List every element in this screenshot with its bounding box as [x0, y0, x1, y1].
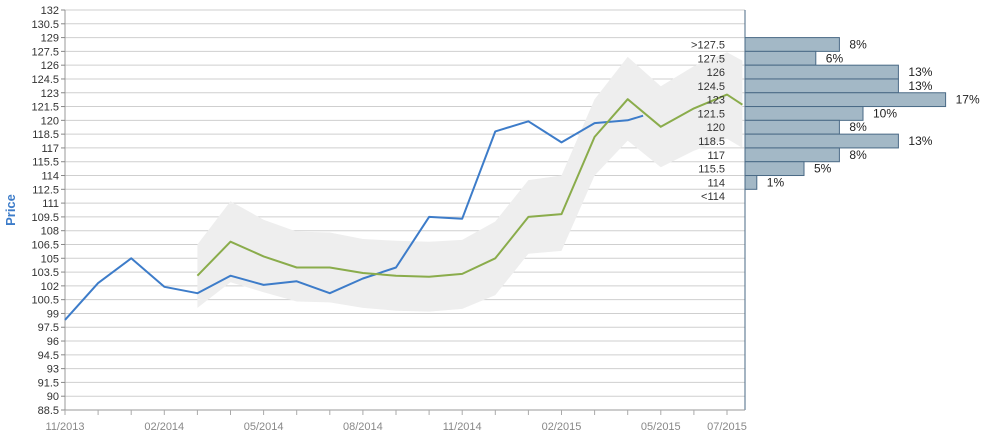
- y-tick-label: 108: [41, 226, 59, 238]
- y-tick-label: 90: [47, 391, 59, 403]
- y-tick-label: 106.5: [31, 239, 59, 251]
- x-tick-label: 11/2014: [443, 421, 482, 433]
- x-tick-label: 08/2014: [343, 421, 383, 433]
- distribution-bar: [745, 38, 839, 52]
- distribution-bin-label: 127.5: [697, 53, 725, 65]
- y-tick-label: 112.5: [32, 184, 59, 196]
- distribution-bin-label: 121.5: [697, 108, 725, 120]
- y-tick-label: 114: [41, 171, 59, 183]
- y-tick-label: 100.5: [31, 295, 59, 307]
- distribution-bin-label: 118.5: [698, 136, 725, 148]
- distribution-percent-label: 13%: [908, 134, 932, 148]
- x-tick-label: 05/2014: [244, 421, 284, 433]
- y-tick-label: 111: [42, 198, 59, 210]
- distribution-percent-label: 6%: [826, 51, 844, 65]
- y-tick-label: 94.5: [38, 350, 59, 362]
- gridlines: [65, 10, 745, 410]
- y-tick-label: 117: [41, 143, 59, 155]
- x-tick-label: 02/2014: [144, 421, 184, 433]
- distribution-bin-label: 120: [707, 122, 725, 134]
- y-tick-label: 93: [47, 364, 59, 376]
- distribution-percent-label: 10%: [873, 106, 897, 120]
- distribution-bar: [745, 176, 757, 190]
- distribution-bar: [745, 107, 863, 121]
- y-tick-label: 124.5: [31, 74, 59, 86]
- distribution-percent-label: 8%: [849, 120, 867, 134]
- y-tick-label: 126: [41, 60, 59, 72]
- y-axis-label: Price: [3, 194, 18, 226]
- y-tick-label: 102: [41, 281, 59, 293]
- y-tick-label: 115.5: [32, 157, 59, 169]
- y-tick-label: 99: [47, 308, 59, 320]
- distribution-percent-label: 1%: [767, 175, 785, 189]
- y-tick-label: 132: [41, 5, 59, 17]
- distribution-bin-label: 117: [707, 150, 725, 162]
- y-tick-label: 88.5: [38, 405, 59, 417]
- y-tick-label: 109.5: [31, 212, 59, 224]
- distribution-bar: [745, 162, 804, 176]
- y-tick-label: 97.5: [38, 322, 59, 334]
- x-axis-ticks: 11/2013 02/2014 05/2014 08/2014 11/2014 02/20…: [46, 410, 747, 433]
- distribution-bar: [745, 51, 816, 65]
- distribution-bar: [745, 93, 946, 107]
- x-tick-label: 11/2013: [46, 421, 85, 433]
- forecast-band: [197, 52, 742, 311]
- distribution-percent-label: 8%: [849, 148, 867, 162]
- distribution-percent-label: 17%: [956, 93, 980, 107]
- distribution-bin-label: 123: [707, 95, 725, 107]
- y-tick-label: 96: [47, 336, 59, 348]
- distribution-bar: [745, 65, 898, 79]
- distribution-percent-label: 13%: [908, 79, 932, 93]
- x-tick-label: 07/2015: [707, 421, 747, 433]
- distribution-bin-label: 124.5: [697, 81, 725, 93]
- distribution-bar: [745, 148, 839, 162]
- y-tick-label: 105: [41, 253, 59, 265]
- y-tick-label: 129: [41, 33, 59, 45]
- distribution-bin-label: 115.5: [698, 164, 725, 176]
- y-tick-label: 123: [41, 88, 59, 100]
- distribution-bar: [745, 120, 839, 134]
- y-tick-label: 121.5: [31, 102, 59, 114]
- y-tick-label: 103.5: [31, 267, 59, 279]
- distribution-bar: [745, 134, 898, 148]
- distribution-bar: [745, 79, 898, 93]
- distribution-percent-label: 8%: [849, 37, 867, 51]
- confidence-band: [197, 52, 742, 311]
- distribution-bin-label: 126: [707, 67, 725, 79]
- y-tick-label: 91.5: [38, 377, 59, 389]
- y-tick-label: 118.5: [32, 129, 59, 141]
- x-tick-label: 05/2015: [641, 421, 681, 433]
- y-tick-label: 120: [41, 115, 59, 127]
- distribution-bin-label: 114: [707, 177, 725, 189]
- distribution-percent-label: 13%: [908, 65, 932, 79]
- distribution-bin-label: >127.5: [691, 39, 725, 51]
- y-tick-label: 130.5: [31, 19, 59, 31]
- y-tick-label: 127.5: [31, 46, 59, 58]
- distribution-percent-label: 5%: [814, 162, 832, 176]
- x-tick-label: 02/2015: [542, 421, 582, 433]
- distribution-bin-label: <114: [701, 191, 725, 203]
